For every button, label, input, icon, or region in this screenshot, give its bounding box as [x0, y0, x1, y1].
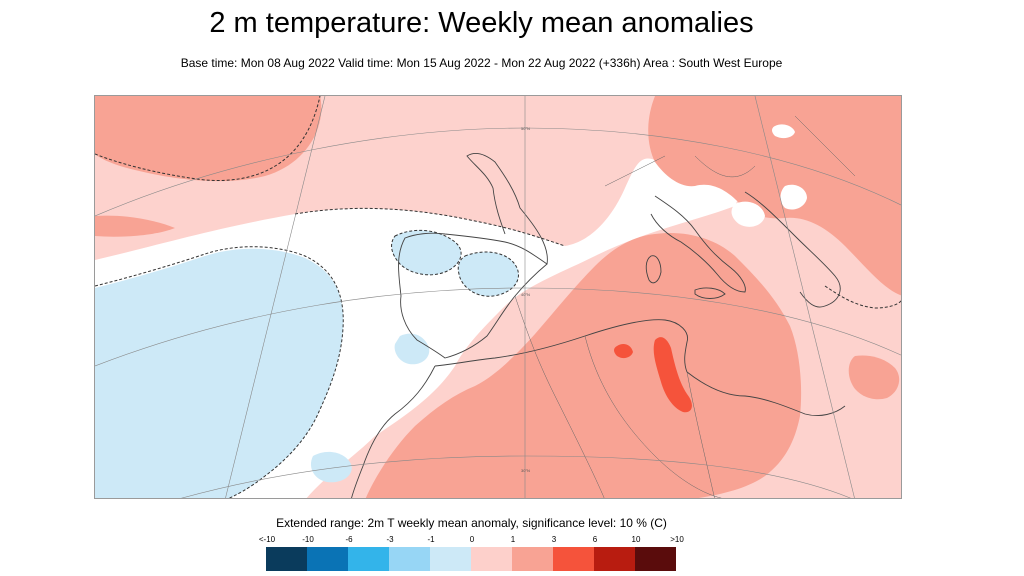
- warm-area-middle-east: [848, 355, 900, 400]
- legend-label: -6: [345, 535, 353, 544]
- gridline-label-50n: 50°N: [521, 126, 530, 131]
- significance-contours: [95, 96, 901, 498]
- anomaly-map: 50°N 40°N 30°N: [94, 95, 902, 499]
- gridline-label-40n: 40°N: [521, 292, 530, 297]
- legend-label: 3: [551, 535, 557, 544]
- strong-warm-area-algeria: [653, 337, 692, 413]
- map-canvas: 50°N 40°N 30°N: [95, 96, 901, 498]
- legend-swatch: [348, 547, 389, 571]
- legend-label: 6: [592, 535, 598, 544]
- legend-label: 0: [469, 535, 475, 544]
- country-borders: [514, 115, 856, 498]
- legend-labels: <-10 -10 -6 -3 -1 0 1 3 6 10 >10: [0, 535, 1024, 545]
- legend-swatch: [594, 547, 635, 571]
- cool-area-iberia-central: [458, 252, 519, 297]
- legend-swatch: [471, 547, 512, 571]
- legend-label: -3: [386, 535, 394, 544]
- legend-label: -10: [302, 535, 314, 544]
- cool-area-atlantic: [95, 248, 344, 498]
- legend-label: -1: [427, 535, 435, 544]
- warm-area-north-africa: [365, 233, 802, 498]
- cool-area-canary: [310, 451, 352, 483]
- cool-area-iberia-north: [391, 230, 462, 275]
- graticule: [95, 96, 901, 498]
- legend-label: 1: [510, 535, 516, 544]
- legend-label: 10: [631, 535, 641, 544]
- legend-swatch: [635, 547, 676, 571]
- warm-area-atlantic-south: [95, 215, 175, 237]
- legend-swatch: [430, 547, 471, 571]
- legend-title: Extended range: 2m T weekly mean anomaly…: [276, 516, 667, 530]
- legend-swatch: [266, 547, 307, 571]
- legend-label: <-10: [258, 535, 276, 544]
- legend-swatch: [389, 547, 430, 571]
- legend-colorbar: [266, 547, 676, 571]
- legend-swatch: [307, 547, 348, 571]
- map-subtitle: Base time: Mon 08 Aug 2022 Valid time: M…: [180, 56, 783, 70]
- warm-area-north-atlantic: [95, 96, 322, 182]
- strong-warm-area-small: [614, 344, 633, 359]
- warm-area-central-europe: [648, 96, 901, 296]
- cool-area-iberia-south: [394, 333, 430, 365]
- legend-swatch: [512, 547, 553, 571]
- gridline-label-30n: 30°N: [521, 468, 530, 473]
- map-title: 2 m temperature: Weekly mean anomalies: [209, 7, 754, 39]
- legend-swatch: [553, 547, 594, 571]
- neutral-area-balkans: [731, 124, 807, 227]
- legend-label: >10: [670, 535, 684, 544]
- coastlines: [351, 153, 846, 498]
